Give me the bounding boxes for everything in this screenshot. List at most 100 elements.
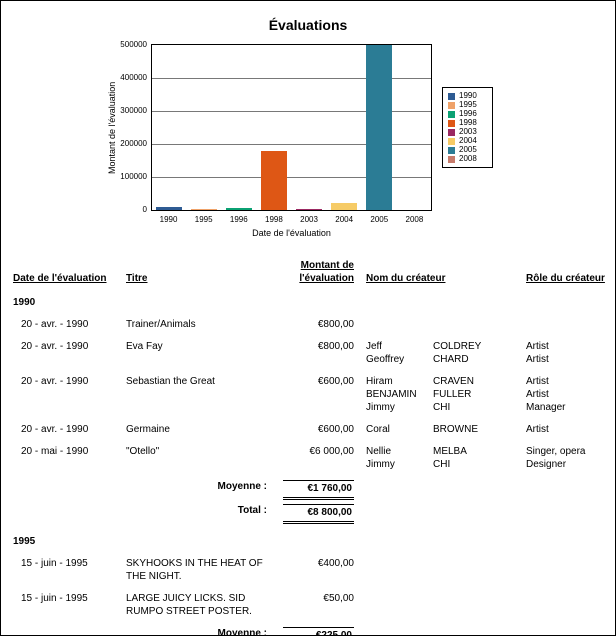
table-header-row: Date de l'évaluation Titre Montant de l'… — [13, 259, 609, 285]
gridline — [152, 177, 431, 178]
cell-amount: €600,00 — [317, 424, 354, 435]
legend-label: 2005 — [459, 145, 477, 154]
table-row: 15 - juin - 1995 LARGE JUICY LICKS. SID R… — [13, 592, 609, 618]
cell-amount: €800,00 — [317, 341, 354, 352]
column-header-date: Date de l'évaluation — [13, 273, 107, 284]
legend-swatch-1990 — [448, 92, 455, 100]
x-tick-label: 1995 — [194, 215, 213, 224]
legend-swatch-2005 — [448, 146, 455, 154]
cell-creator-roles: Singer, opera Designer — [526, 446, 586, 470]
cell-amount: €50,00 — [323, 593, 354, 604]
legend-swatch-1996 — [448, 110, 455, 118]
table-row: 20 - avr. - 1990 Sebastian the Great €600,… — [13, 375, 609, 414]
legend-label: 2004 — [459, 136, 477, 145]
table-row: 15 - juin - 1995 SKYHOOKS IN THE HEAT OF … — [13, 557, 609, 583]
bar-2003 — [295, 209, 322, 210]
bar-slot — [396, 45, 431, 210]
cell-creator-last-names: COLDREY CHARD — [433, 341, 482, 365]
cell-creator-last-names: MELBA CHI — [433, 446, 467, 470]
cell-title: Germaine — [126, 424, 170, 435]
column-header-montant: Montant de l'évaluation — [299, 260, 354, 284]
cell-title: Eva Fay — [126, 341, 163, 352]
cell-title: SKYHOOKS IN THE HEAT OF THE NIGHT. — [126, 558, 263, 582]
cell-creator-roles: Artist — [526, 424, 549, 435]
moyenne-value: €225,00 — [283, 627, 354, 635]
bar-1995 — [191, 209, 218, 210]
summary-row-total: Total : €8 800,00 — [13, 504, 609, 524]
legend-swatch-2004 — [448, 137, 455, 145]
legend-item: 1996 — [448, 110, 492, 118]
bar-1990 — [156, 207, 183, 210]
y-tick-label: 500000 — [120, 40, 147, 49]
gridline — [152, 111, 431, 112]
cell-creator-first-names: Coral — [366, 424, 390, 435]
legend-item: 2004 — [448, 137, 492, 145]
bar-2004 — [330, 203, 357, 210]
total-value: €8 800,00 — [283, 504, 354, 524]
chart-bars — [152, 45, 431, 210]
bar-1996 — [226, 208, 253, 210]
cell-evaluation-date: 20 - avr. - 1990 — [21, 424, 89, 435]
y-tick-label: 0 — [142, 205, 147, 214]
gridline — [152, 144, 431, 145]
legend-item: 2003 — [448, 128, 492, 136]
moyenne-value: €1 760,00 — [283, 480, 354, 500]
chart-legend: 1990 1995 1996 1998 2003 2004 2005 2008 — [442, 87, 493, 168]
cell-creator-first-names: Jeff Geoffrey — [366, 341, 405, 365]
moyenne-label: Moyenne : — [217, 628, 267, 636]
x-axis-ticks: 1990 1995 1996 1998 2003 2004 2005 2008 — [151, 215, 432, 224]
bar-slot — [361, 45, 396, 210]
x-tick-label: 2003 — [300, 215, 318, 224]
x-tick-label: 1998 — [265, 215, 283, 224]
legend-item: 2005 — [448, 146, 492, 154]
bar-slot — [222, 45, 257, 210]
y-tick-label: 300000 — [120, 106, 147, 115]
legend-swatch-1998 — [448, 119, 455, 127]
legend-swatch-1995 — [448, 101, 455, 109]
cell-amount: €400,00 — [317, 558, 354, 569]
y-tick-label: 400000 — [120, 73, 147, 82]
cell-creator-roles: Artist Artist Manager — [526, 376, 566, 413]
legend-item: 1998 — [448, 119, 492, 127]
cell-creator-first-names: Hiram BENJAMIN Jimmy — [366, 376, 417, 413]
column-header-nom: Nom du créateur — [366, 273, 446, 284]
summary-row-moyenne: Moyenne : €225,00 — [13, 627, 609, 636]
cell-creator-roles: Artist Artist — [526, 341, 549, 365]
x-axis-label: Date de l'évaluation — [252, 228, 331, 238]
group-year-label: 1995 — [13, 536, 36, 547]
legend-swatch-2003 — [448, 128, 455, 136]
x-tick-label: 2004 — [335, 215, 354, 224]
legend-label: 1995 — [459, 100, 477, 109]
cell-evaluation-date: 15 - juin - 1995 — [21, 558, 88, 569]
moyenne-label: Moyenne : — [217, 481, 267, 492]
cell-title: Trainer/Animals — [126, 319, 196, 330]
table-row: 20 - avr. - 1990 Germaine €600,00 Coral BROW… — [13, 423, 609, 436]
evaluations-table: Date de l'évaluation Titre Montant de l'… — [1, 259, 615, 636]
legend-swatch-2008 — [448, 155, 455, 163]
legend-label: 1996 — [459, 109, 477, 118]
cell-amount: €800,00 — [317, 319, 354, 330]
x-tick-label: 2008 — [405, 215, 424, 224]
table-row: 20 - avr. - 1990 Eva Fay €800,00 Jeff Geoff… — [13, 340, 609, 366]
legend-item: 1995 — [448, 101, 492, 109]
column-header-titre: Titre — [126, 273, 148, 284]
y-axis-label: Montant de l'évaluation — [107, 81, 117, 174]
legend-item: 2008 — [448, 155, 492, 163]
x-tick-label: 1990 — [159, 215, 178, 224]
cell-creator-first-names: Nellie Jimmy — [366, 446, 395, 470]
cell-creator-last-names: CRAVEN FULLER CHI — [433, 376, 474, 413]
table-body: 1990 20 - avr. - 1990 Trainer/Animals €800,… — [13, 296, 609, 636]
cell-amount: €6 000,00 — [309, 446, 355, 457]
bar-slot — [326, 45, 361, 210]
bar-2005 — [365, 45, 392, 210]
bar-1998 — [261, 151, 288, 210]
summary-row-moyenne: Moyenne : €1 760,00 — [13, 480, 609, 500]
group-year-label: 1990 — [13, 297, 36, 308]
plot-area — [151, 44, 432, 211]
cell-creator-last-names: BROWNE — [433, 424, 478, 435]
y-tick-label: 200000 — [120, 139, 147, 148]
column-header-role: Rôle du créateur — [526, 273, 605, 284]
cell-title: LARGE JUICY LICKS. SID RUMPO STREET POST… — [126, 593, 252, 617]
total-label: Total : — [237, 505, 267, 516]
